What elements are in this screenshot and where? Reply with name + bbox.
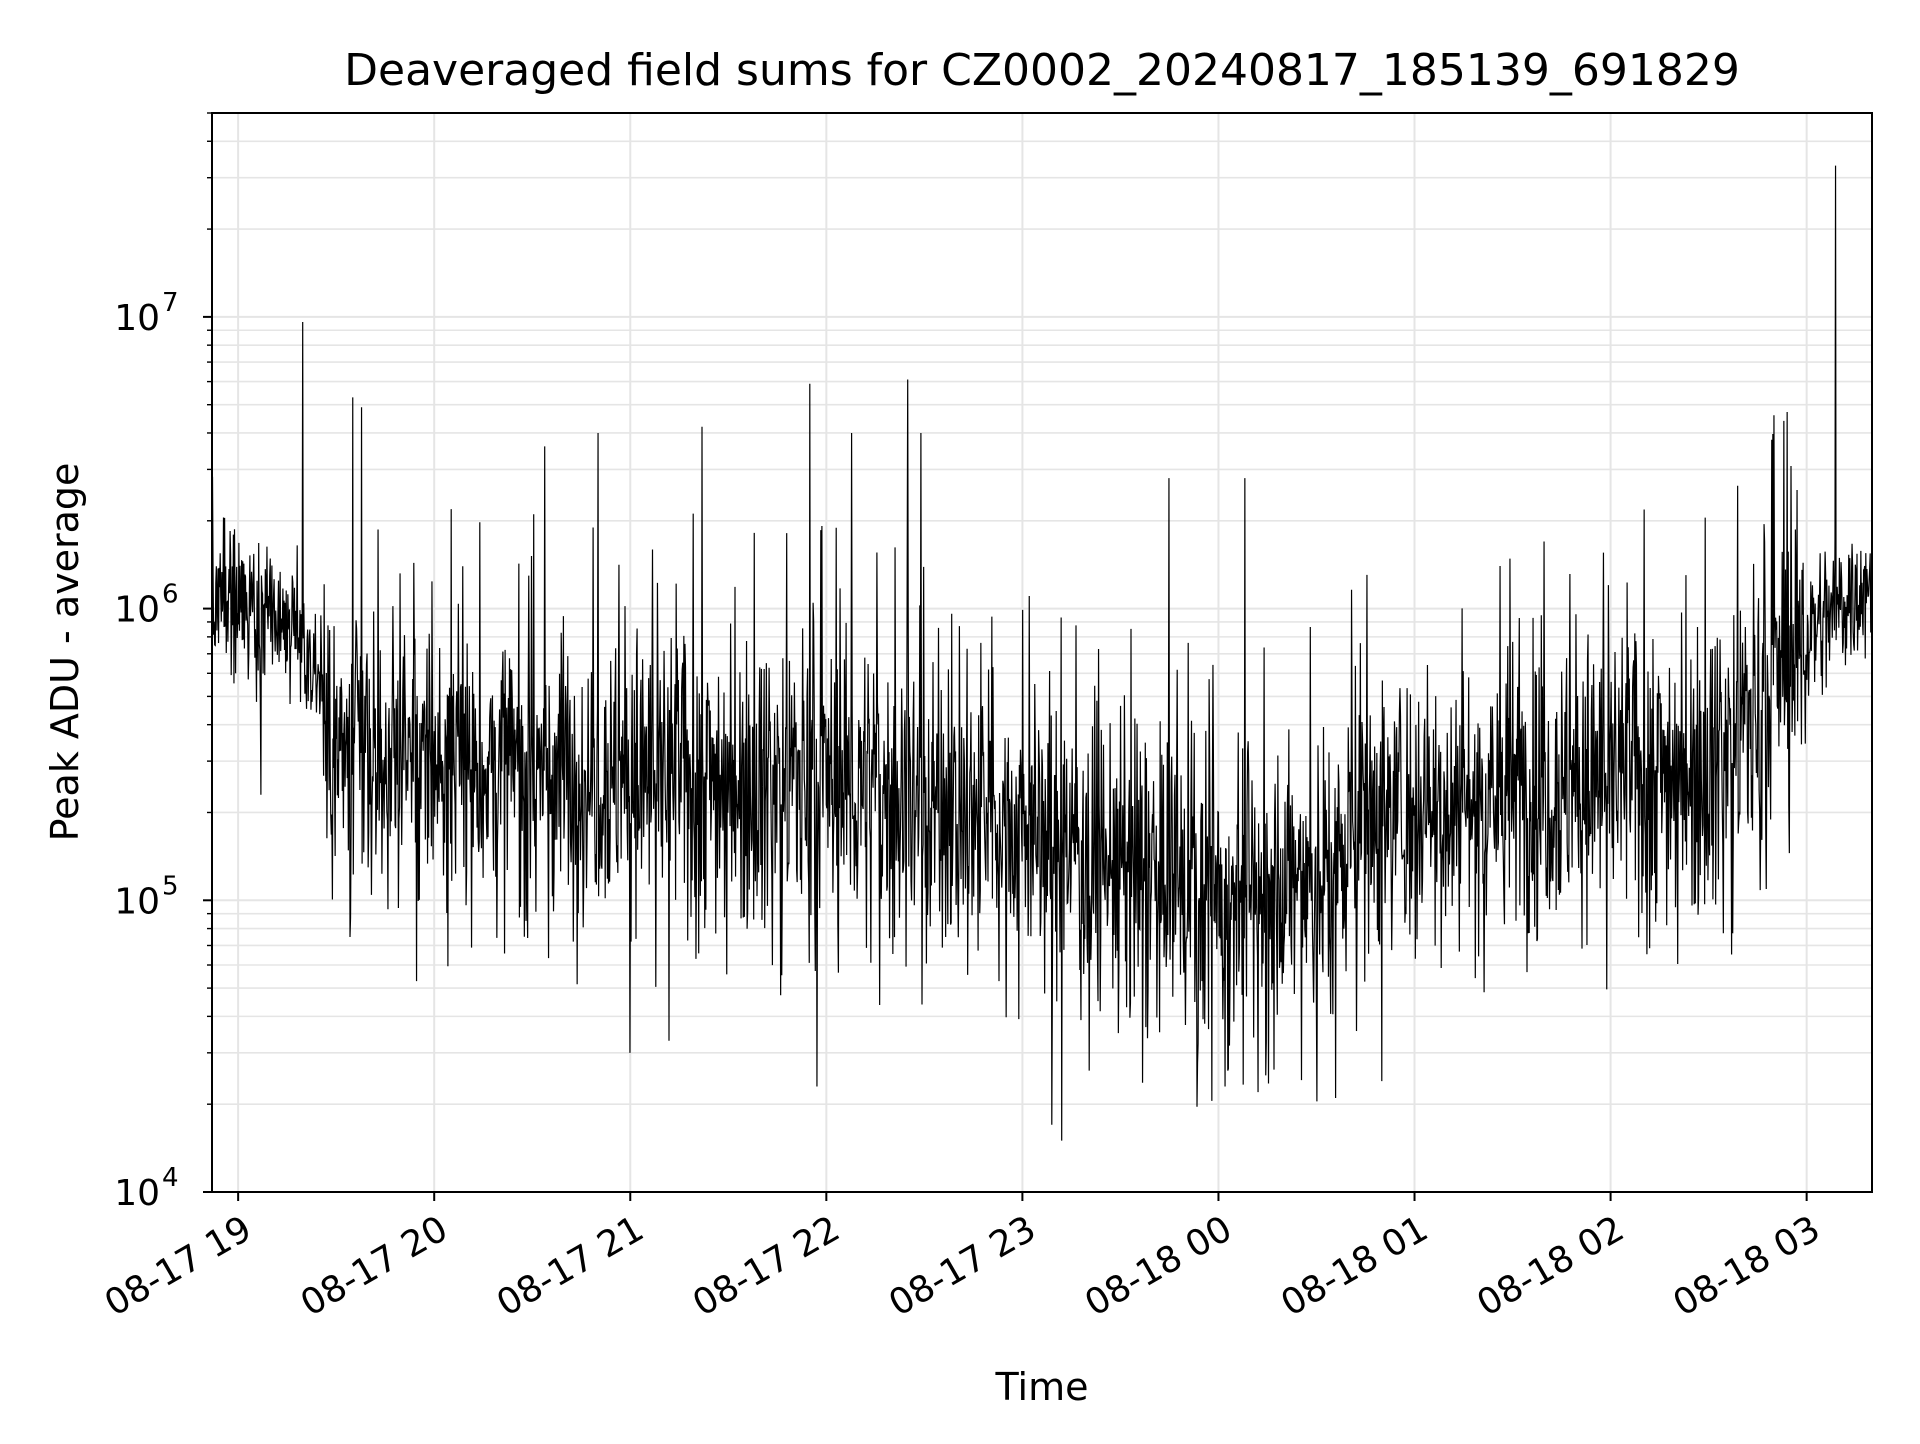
x-axis-label: Time [995, 1365, 1089, 1409]
plot-frame [211, 112, 1873, 1193]
y-tick-label: 10 [114, 590, 160, 631]
y-tick-exponent: 6 [162, 580, 179, 610]
series-line [211, 165, 1872, 1141]
y-tick-label: 10 [114, 1173, 160, 1214]
chart-title: Deaveraged field sums for CZ0002_2024081… [344, 45, 1740, 96]
y-axis-label: Peak ADU - average [43, 463, 87, 842]
y-tick-label: 10 [114, 298, 160, 339]
y-tick-exponent: 7 [162, 288, 179, 318]
y-tick-exponent: 4 [162, 1163, 179, 1193]
y-tick-label: 10 [114, 881, 160, 922]
y-tick-exponent: 5 [162, 871, 179, 901]
